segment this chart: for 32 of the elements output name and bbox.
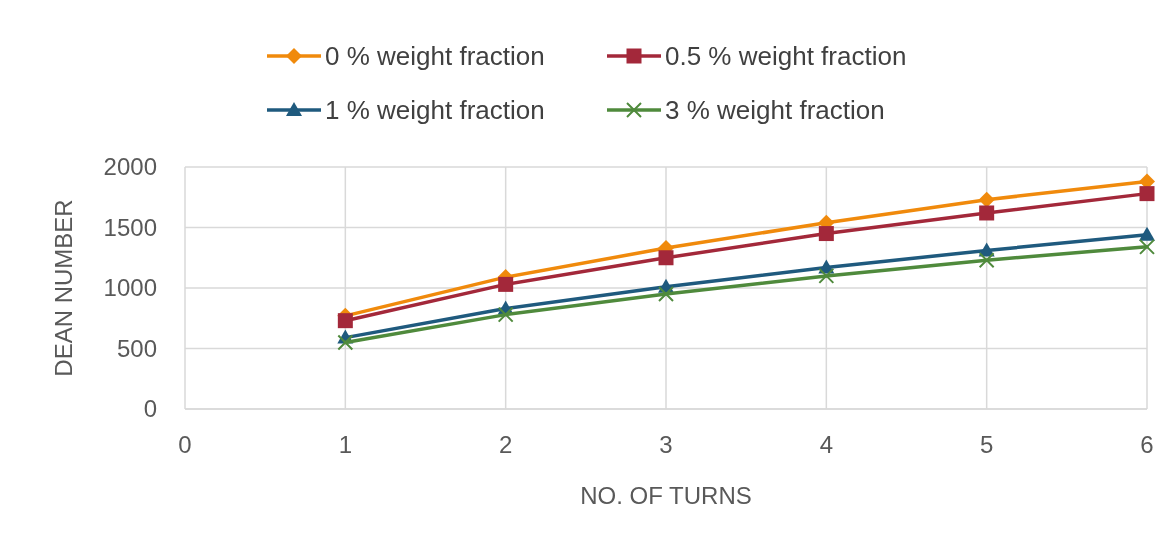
x-tick-label: 6 xyxy=(1140,431,1154,458)
legend-label: 0.5 % weight fraction xyxy=(665,41,907,71)
y-axis-title: DEAN NUMBER xyxy=(50,199,77,377)
x-tick-label: 5 xyxy=(979,431,994,458)
x-tick-label: 4 xyxy=(819,431,834,458)
y-tick-label: 0 xyxy=(143,395,157,422)
point xyxy=(978,191,995,208)
point xyxy=(658,286,674,303)
point xyxy=(497,306,514,323)
x-tick-label: 2 xyxy=(498,431,513,458)
point xyxy=(658,250,674,266)
point xyxy=(1139,226,1155,241)
point xyxy=(1139,238,1155,255)
point xyxy=(1139,186,1155,202)
point xyxy=(818,226,834,242)
point xyxy=(818,267,835,284)
point xyxy=(337,313,353,329)
x-axis-title: NO. OF TURNS xyxy=(580,482,752,509)
legend-label: 0 % weight fraction xyxy=(325,41,545,71)
point xyxy=(979,205,995,221)
x-tick-label: 0 xyxy=(178,431,192,458)
y-tick-label: 1000 xyxy=(103,274,157,301)
legend-label: 3 % weight fraction xyxy=(665,95,885,125)
x-tick-label: 3 xyxy=(659,431,673,458)
point xyxy=(337,334,354,351)
x-tick-label: 1 xyxy=(338,431,353,458)
y-tick-label: 1500 xyxy=(103,213,157,241)
point xyxy=(978,252,995,269)
point xyxy=(498,276,514,292)
legend-label: 1 % weight fraction xyxy=(325,95,545,125)
y-tick-label: 2000 xyxy=(103,153,157,180)
y-tick-label: 500 xyxy=(116,334,157,362)
